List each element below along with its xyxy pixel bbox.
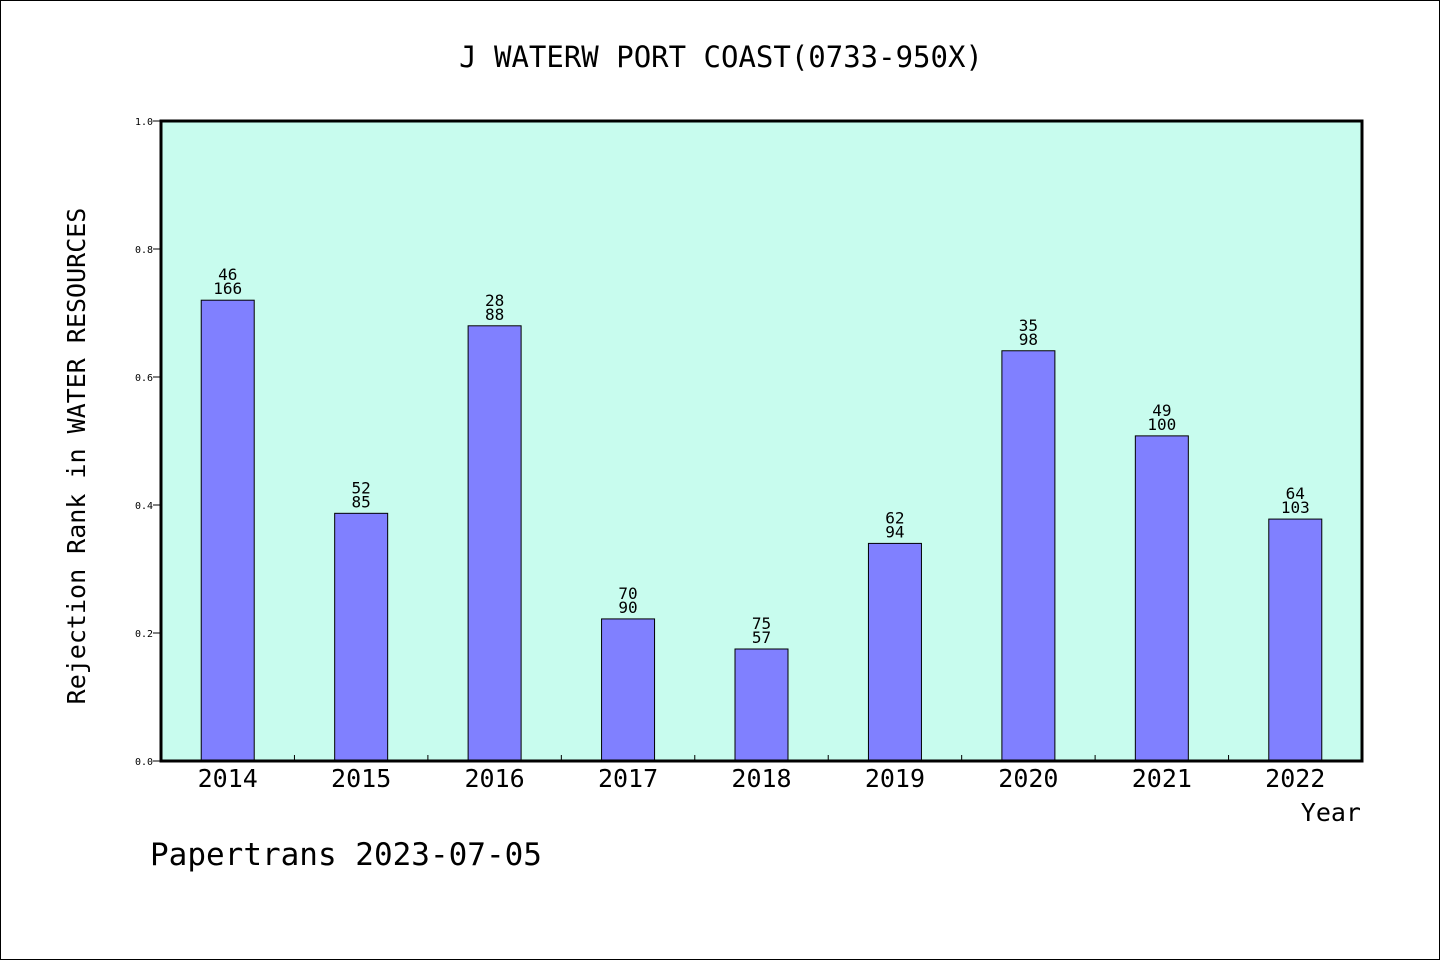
bar-label-top: 46 — [218, 265, 237, 284]
bar-2016 — [467, 325, 522, 762]
bar-label-bottom: 57 — [752, 628, 771, 647]
chart-title: J WATERW PORT COAST(0733-950X) — [459, 40, 983, 74]
y-tick-label: 0.8 — [135, 245, 153, 256]
x-axis-label: Year — [1301, 798, 1361, 827]
bar-label-bottom: 103 — [1281, 498, 1310, 517]
footer-note: Papertrans 2023-07-05 — [150, 837, 542, 873]
x-tick-label: 2017 — [598, 764, 658, 793]
x-tick-label: 2014 — [198, 764, 258, 793]
y-tick-label: 0.2 — [135, 629, 153, 640]
bar-label-bottom: 94 — [885, 522, 904, 541]
bar-2017 — [601, 618, 656, 762]
bar-label-top: 35 — [1019, 316, 1038, 335]
bar-2021 — [1134, 435, 1189, 762]
bar-label-top: 70 — [618, 584, 637, 603]
x-tick-label: 2016 — [465, 764, 525, 793]
bar-label-top: 75 — [752, 614, 771, 633]
bar-2022 — [1268, 518, 1323, 762]
x-tick-label: 2018 — [731, 764, 791, 793]
bar-label-bottom: 100 — [1147, 415, 1176, 434]
bar-label-bottom: 88 — [485, 305, 504, 324]
bar-label-top: 52 — [352, 478, 371, 497]
bar-label-bottom: 90 — [618, 598, 637, 617]
y-axis-label: Rejection Rank in WATER RESOURCES — [62, 208, 91, 705]
y-tick-label: 0.6 — [135, 373, 153, 384]
y-tick-label: 0.0 — [135, 757, 153, 768]
bar-2015 — [334, 512, 389, 762]
bar-label-bottom: 98 — [1019, 330, 1038, 349]
x-tick-label: 2020 — [998, 764, 1058, 793]
bar-2019 — [867, 542, 922, 762]
x-tick-label: 2022 — [1265, 764, 1325, 793]
bar-2014 — [200, 299, 255, 762]
plot-border — [159, 119, 1364, 763]
y-tick-label: 0.4 — [135, 501, 153, 512]
bar-label-top: 62 — [885, 508, 904, 527]
bar-label-bottom: 166 — [213, 279, 242, 298]
bar-label-top: 49 — [1152, 401, 1171, 420]
x-tick-label: 2021 — [1132, 764, 1192, 793]
y-tick-label: 1.0 — [135, 117, 153, 128]
x-tick-label: 2015 — [331, 764, 391, 793]
bar-2018 — [734, 648, 789, 762]
bar-label-top: 64 — [1286, 484, 1305, 503]
bar-label-bottom: 85 — [352, 492, 371, 511]
x-tick-label: 2019 — [865, 764, 925, 793]
bar-2020 — [1001, 350, 1056, 762]
bar-label-top: 28 — [485, 291, 504, 310]
